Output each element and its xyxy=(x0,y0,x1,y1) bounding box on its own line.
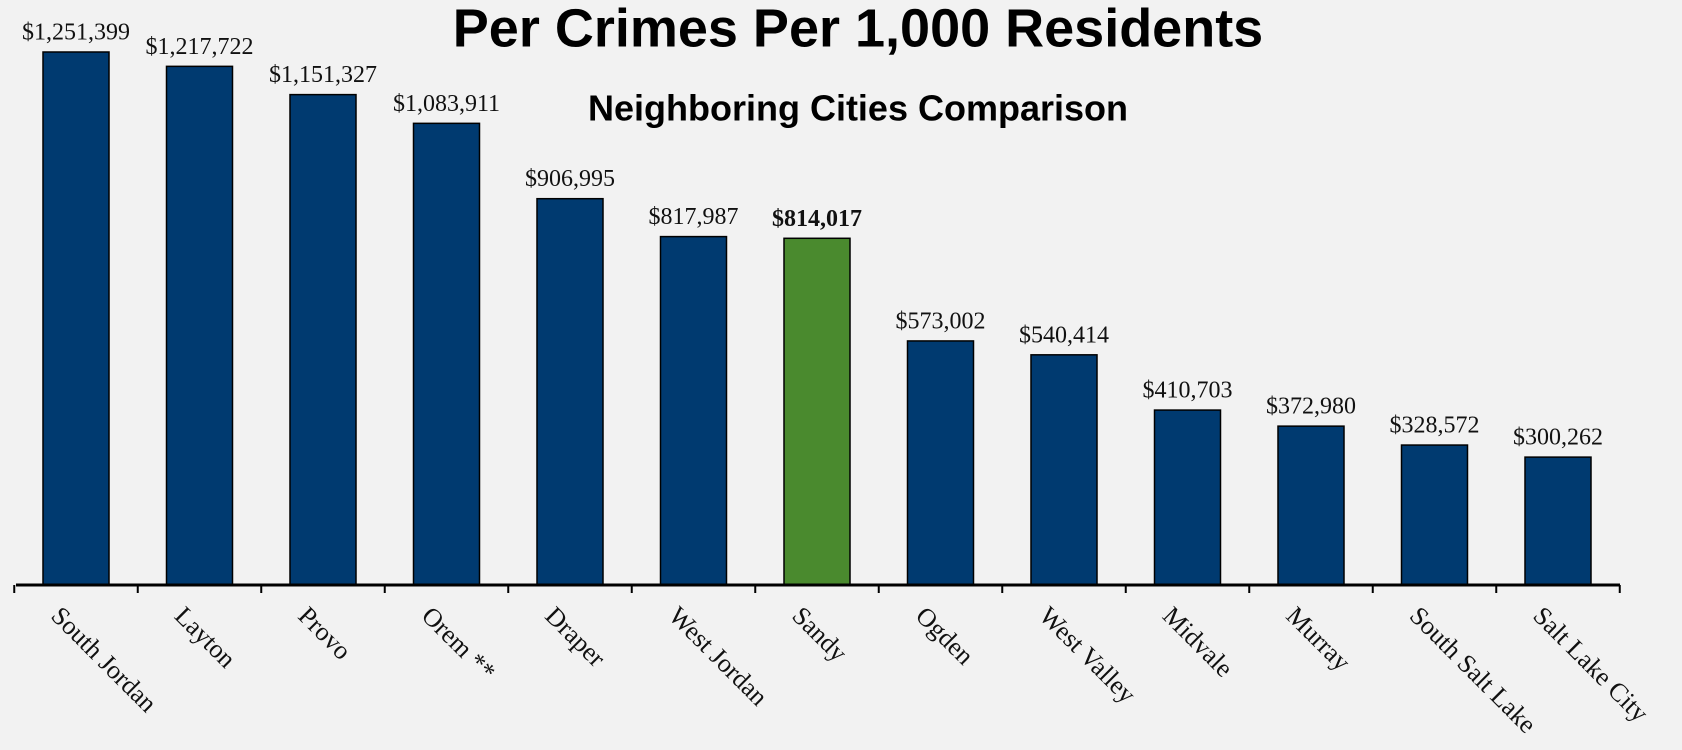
chart-subtitle: Neighboring Cities Comparison xyxy=(588,88,1128,129)
bar xyxy=(659,235,728,586)
bar xyxy=(1277,425,1345,586)
bar xyxy=(289,93,357,586)
value-label: $906,995 xyxy=(525,166,615,192)
x-tick-label: South Salt Lake xyxy=(1404,601,1542,739)
value-label: $540,414 xyxy=(1019,322,1109,348)
value-label: $1,251,399 xyxy=(22,20,130,46)
x-tick-label: Provo xyxy=(293,601,357,665)
x-tick-label: West Jordan xyxy=(663,601,773,711)
x-tick-label: Orem ** xyxy=(416,601,501,686)
value-label: $817,987 xyxy=(649,204,739,230)
x-tick-label: West Valley xyxy=(1034,601,1142,709)
bar xyxy=(783,237,851,586)
value-label: $1,217,722 xyxy=(146,34,254,60)
x-tick-label: Draper xyxy=(540,601,612,673)
x-tick-label: Murray xyxy=(1281,601,1357,677)
value-label: $328,572 xyxy=(1390,413,1480,439)
bar xyxy=(536,197,604,586)
x-tick-label: Layton xyxy=(169,601,242,674)
value-label: $814,017 xyxy=(772,206,862,232)
x-tick-label: Salt Lake City xyxy=(1528,601,1655,728)
value-label: $1,083,911 xyxy=(393,91,500,117)
bar xyxy=(412,122,481,586)
bar xyxy=(42,51,110,586)
value-label: $300,262 xyxy=(1513,425,1603,451)
value-label: $372,980 xyxy=(1266,394,1356,420)
value-label: $573,002 xyxy=(896,308,986,334)
bar xyxy=(906,340,975,586)
bar xyxy=(1153,409,1222,586)
x-tick-label: Sandy xyxy=(787,601,853,667)
x-tick-label: Midvale xyxy=(1157,601,1239,683)
x-tick-label: South Jordan xyxy=(46,601,163,718)
bar xyxy=(1524,456,1592,586)
bar xyxy=(1030,354,1098,586)
chart-title: Per Crimes Per 1,000 Residents xyxy=(453,0,1263,58)
x-tick-label: Ogden xyxy=(910,601,980,671)
bar xyxy=(165,65,234,586)
bar xyxy=(1400,444,1469,586)
value-label: $410,703 xyxy=(1143,378,1233,404)
value-label: $1,151,327 xyxy=(269,62,377,88)
